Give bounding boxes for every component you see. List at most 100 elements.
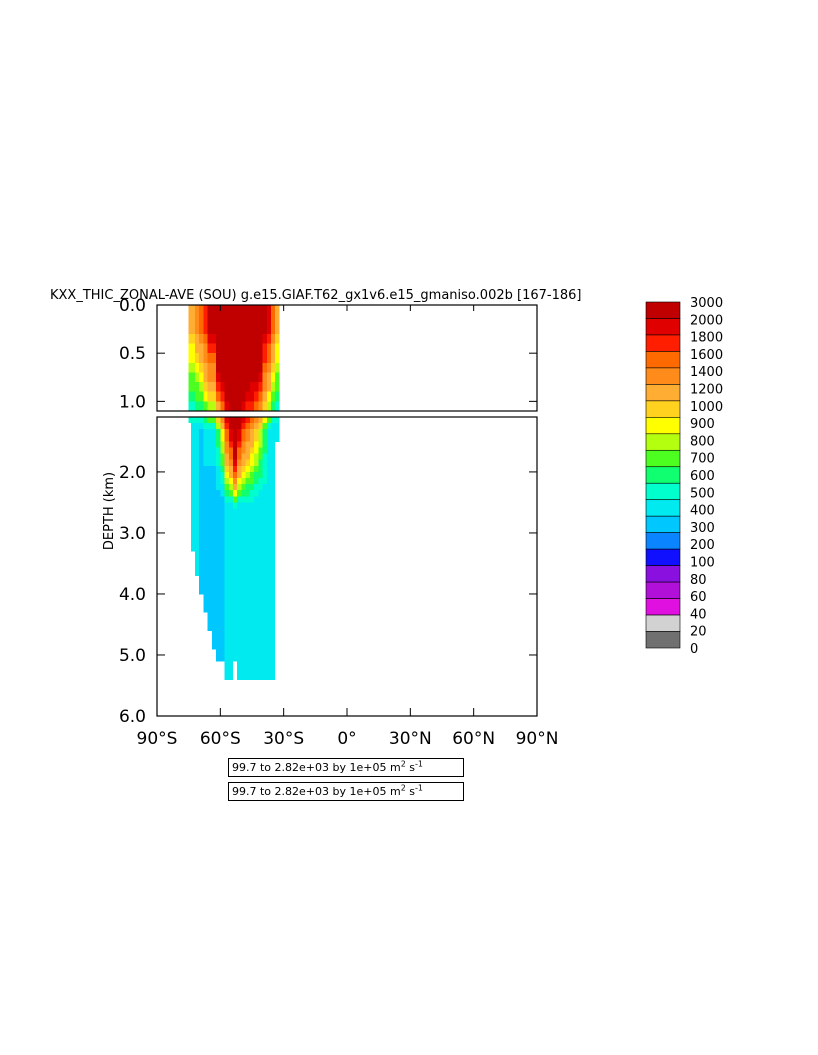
field-cell (195, 353, 200, 364)
field-cell (228, 569, 233, 577)
field-cell (262, 642, 267, 650)
field-cell (211, 382, 217, 393)
field-cell (275, 435, 280, 442)
field-cell (249, 382, 255, 393)
field-cell (211, 526, 217, 534)
field-cell (233, 401, 238, 412)
field-cell (262, 667, 267, 674)
field-cell (241, 642, 246, 650)
field-cell (228, 600, 233, 607)
field-cell (203, 569, 208, 577)
field-cell (241, 539, 246, 546)
field-cell (241, 401, 246, 412)
colorbar-tick-label: 2000 (690, 313, 723, 328)
field-cell (203, 453, 208, 461)
field-cell (233, 391, 238, 402)
colorbar: 3000200018001600140012001000900800700600… (645, 296, 723, 657)
field-cell (224, 508, 229, 516)
field-cell (262, 575, 267, 583)
field-cell (224, 654, 229, 662)
field-cell (241, 490, 246, 497)
field-cell (271, 372, 276, 383)
field-cell (249, 557, 255, 564)
field-cell (233, 539, 238, 546)
field-cell (237, 490, 242, 497)
field-cell (266, 423, 271, 430)
field-cell (262, 630, 267, 638)
field-cell (228, 593, 233, 601)
field-cell (254, 333, 259, 344)
field-cell (271, 429, 276, 436)
field-cell (245, 612, 250, 619)
field-cell (195, 382, 200, 393)
field-cell (216, 630, 221, 638)
field-cell (224, 490, 229, 497)
field-cell (271, 362, 276, 373)
field-cell (271, 661, 276, 668)
field-cell (237, 636, 242, 644)
field-cell (266, 490, 271, 497)
field-cell (271, 593, 276, 601)
note-sup: 2 (400, 783, 406, 793)
field-cell (249, 314, 255, 325)
field-cell (220, 353, 225, 364)
field-cell (228, 484, 233, 491)
field-cell (245, 305, 250, 316)
field-cell (233, 514, 238, 522)
field-cell (245, 642, 250, 650)
field-cell (237, 642, 242, 650)
field-cell (237, 630, 242, 638)
field-cell (254, 581, 259, 589)
field-cell (237, 453, 242, 461)
field-cell (262, 478, 267, 485)
field-cell (220, 343, 225, 354)
field-cell (220, 520, 225, 528)
field-cell (262, 441, 267, 448)
field-cell (245, 435, 250, 442)
note-sup2: -1 (415, 759, 423, 769)
field-cell (228, 441, 233, 448)
chart-title: KXX_THIC_ZONAL-AVE (SOU) g.e15.GIAF.T62_… (50, 288, 581, 303)
field-cell (224, 305, 229, 316)
field-cell (237, 514, 242, 522)
field-cell (249, 514, 255, 522)
field-cell (220, 545, 225, 552)
field-cell (241, 612, 246, 619)
field-cell (216, 642, 221, 650)
field-cell (216, 539, 221, 546)
field-cell (228, 305, 233, 316)
field-cell (220, 551, 225, 558)
field-cell (199, 496, 204, 503)
field-cell (207, 545, 212, 552)
field-cell (266, 435, 271, 442)
field-cell (271, 526, 276, 534)
field-cell (207, 532, 212, 540)
field-cell (211, 465, 217, 473)
field-cell (216, 314, 221, 325)
field-cell (249, 447, 255, 455)
field-cell (207, 502, 212, 509)
field-cell (254, 587, 259, 595)
field-cell (266, 593, 271, 601)
x-tick-label: 30°S (263, 729, 304, 749)
field-cell (228, 314, 233, 325)
field-cell (211, 484, 217, 491)
field-cell (254, 593, 259, 601)
field-cell (199, 343, 204, 354)
field-cell (199, 563, 204, 570)
field-cell (195, 557, 200, 564)
field-cell (241, 429, 246, 436)
field-cell (211, 333, 217, 344)
field-cell (190, 532, 195, 540)
field-cell (207, 624, 212, 631)
field-cell (271, 551, 276, 558)
field-cell (254, 532, 259, 540)
field-cell (207, 508, 212, 516)
field-cell (241, 502, 246, 509)
field-cell (241, 587, 246, 595)
field-cell (266, 429, 271, 436)
field-cell (207, 314, 212, 325)
field-cell (262, 532, 267, 540)
field-cell (254, 401, 259, 412)
field-cell (203, 539, 208, 546)
